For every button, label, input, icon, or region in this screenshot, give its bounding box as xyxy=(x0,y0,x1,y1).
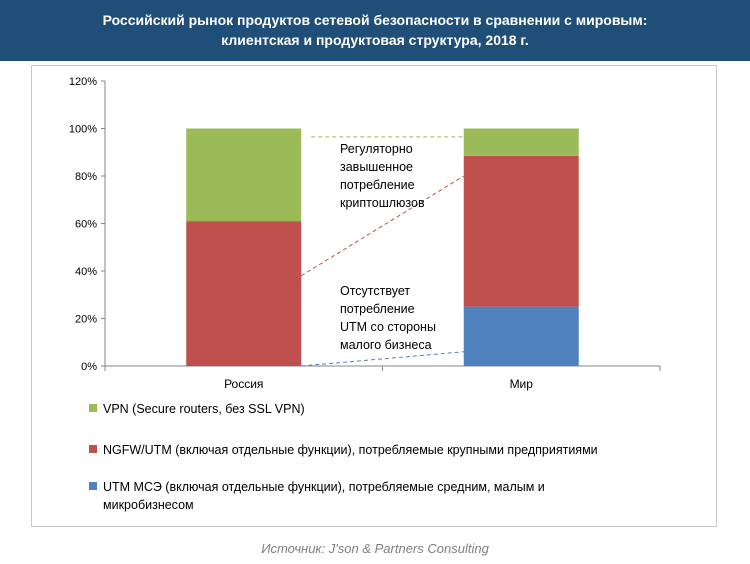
y-tick-label: 20% xyxy=(75,314,97,326)
legend-swatch xyxy=(89,445,97,453)
chart-frame xyxy=(31,65,717,527)
y-tick-label: 80% xyxy=(75,171,97,183)
x-category-label: Россия xyxy=(224,377,263,391)
connector-utm xyxy=(301,351,464,367)
legend-label: VPN (Secure routers, без SSL VPN) xyxy=(103,402,305,416)
annotation-text: криптошлюзов xyxy=(340,196,425,210)
y-tick-label: 100% xyxy=(69,124,97,136)
annotation-text: малого бизнеса xyxy=(340,338,432,352)
connector-ngfw xyxy=(300,175,465,277)
bar-segment xyxy=(186,128,302,222)
annotation-text: завышенное xyxy=(340,160,413,174)
chart-header: Российский рынок продуктов сетевой безоп… xyxy=(0,0,750,61)
legend-label: микробизнесом xyxy=(103,498,194,512)
annotation-text: Отсутствует xyxy=(340,284,410,298)
y-tick-label: 0% xyxy=(81,361,97,373)
x-category-label: Мир xyxy=(510,377,534,391)
chart-title-line-2: клиентская и продуктовая структура, 2018… xyxy=(221,32,529,48)
y-tick-label: 120% xyxy=(69,76,97,88)
bar-segment xyxy=(186,221,302,366)
bar-segment xyxy=(463,128,579,156)
source-note: Источник: J'son & Partners Consulting xyxy=(261,541,489,556)
bar-segment xyxy=(463,155,579,307)
y-tick-label: 60% xyxy=(75,219,97,231)
y-tick-label: 40% xyxy=(75,266,97,278)
legend-label: NGFW/UTM (включая отдельные функции), по… xyxy=(103,443,598,457)
chart-title-line-1: Российский рынок продуктов сетевой безоп… xyxy=(102,12,648,28)
annotation-text: UTM со стороны xyxy=(340,320,436,334)
legend-label: UTM МСЭ (включая отдельные функции), пот… xyxy=(103,480,545,494)
annotation-text: потребление xyxy=(340,302,415,316)
annotation-text: потребление xyxy=(340,178,415,192)
bar-segment xyxy=(463,306,579,366)
annotation-text: Регуляторно xyxy=(340,142,413,156)
legend-swatch xyxy=(89,404,97,412)
legend-swatch xyxy=(89,482,97,490)
